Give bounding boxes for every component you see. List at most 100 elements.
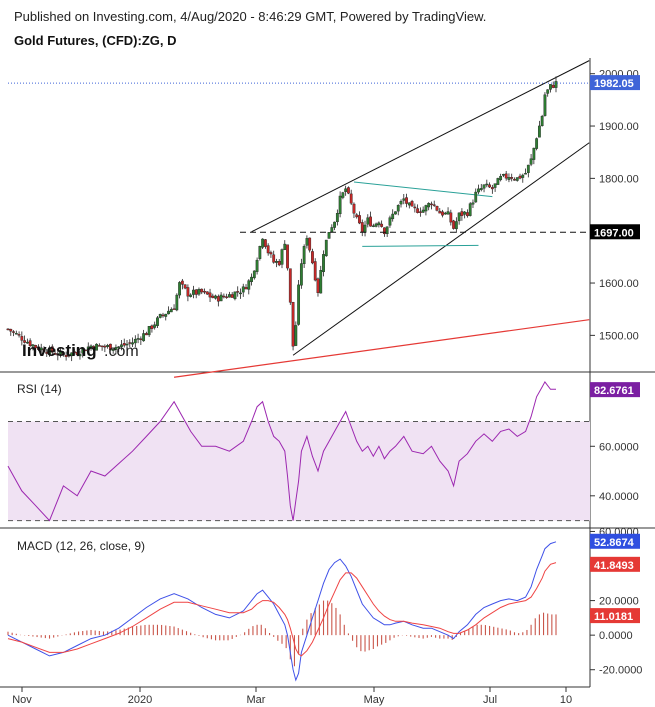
candle-body <box>546 89 550 94</box>
logo-suffix: .com <box>104 343 139 360</box>
candle-body <box>537 125 541 138</box>
candle-body <box>144 333 148 336</box>
candle-body <box>394 211 397 215</box>
candle-body <box>247 280 251 290</box>
x-tick-label: Mar <box>247 694 266 706</box>
candle-body <box>89 345 93 349</box>
candle-body <box>111 348 115 351</box>
candle-body <box>311 251 314 264</box>
candle-body <box>211 295 215 299</box>
candle-body <box>183 284 187 289</box>
candle-body <box>294 325 298 346</box>
candle-body <box>391 213 395 220</box>
candle-body <box>192 289 195 295</box>
x-tick-label: Jul <box>483 694 497 706</box>
last-price-badge-bg <box>590 75 640 91</box>
candle-body <box>172 308 176 310</box>
candle-body <box>352 203 356 214</box>
candle-body <box>474 191 478 203</box>
candle-body <box>230 294 234 298</box>
y-tick-label: 0.0000 <box>599 630 633 642</box>
candle-body <box>407 202 411 206</box>
candle-body <box>399 201 403 205</box>
candle-body <box>430 203 433 206</box>
candle-body <box>499 176 503 181</box>
candle-body <box>228 294 231 298</box>
y-tick-label: 1800.00 <box>599 173 639 185</box>
candle-body <box>438 210 442 214</box>
candle-body <box>156 317 159 326</box>
candle-body <box>490 187 494 190</box>
candle-body <box>225 296 229 298</box>
candle-body <box>136 338 140 340</box>
candle-body <box>521 174 525 178</box>
candle-body <box>147 326 151 336</box>
candle-body <box>479 188 483 191</box>
candle-body <box>369 216 372 227</box>
candle-body <box>12 331 15 333</box>
y-tick-label: 1900.00 <box>599 121 639 133</box>
candle-body <box>502 173 505 176</box>
candle-body <box>125 343 129 346</box>
candle-body <box>291 301 295 347</box>
candle-body <box>244 287 248 290</box>
trendline-lower-channel <box>292 142 590 356</box>
candle-body <box>280 249 284 265</box>
candle-body <box>92 346 96 350</box>
macd-title: MACD (12, 26, close, 9) <box>17 539 145 553</box>
candle-body <box>540 115 544 127</box>
candle-body <box>454 221 458 230</box>
rsi-series-line <box>7 380 556 522</box>
candle-body <box>308 237 312 251</box>
candle-body <box>355 214 359 218</box>
published-note: Published on Investing.com, 4/Aug/2020 -… <box>14 9 487 24</box>
candle-body <box>432 204 436 206</box>
x-tick-label: 2020 <box>128 694 152 706</box>
candle-body <box>299 263 303 286</box>
candle-body <box>452 220 455 229</box>
candle-body <box>205 291 209 295</box>
candle-body <box>549 84 552 90</box>
candle-body <box>216 296 220 302</box>
candle-body <box>513 179 516 181</box>
x-axis: Nov 2020 Mar May Jul 10 <box>12 687 572 706</box>
candle-body <box>17 334 21 336</box>
candle-body <box>463 211 467 215</box>
candle-body <box>385 226 389 235</box>
candle-body <box>48 347 51 355</box>
candle-body <box>266 245 270 254</box>
candle-body <box>142 333 146 342</box>
candle-body <box>327 232 331 239</box>
y-tick-label: 20.0000 <box>599 596 639 608</box>
candle-body <box>164 313 168 317</box>
candle-body <box>128 342 132 344</box>
candle-body <box>39 347 43 351</box>
chart-title: Gold Futures, (CFD):ZG, D <box>14 33 177 48</box>
candle-body <box>109 343 112 351</box>
candle-body <box>333 221 336 228</box>
candle-body <box>23 340 27 343</box>
candle-body <box>133 338 137 344</box>
candle-body <box>169 309 173 313</box>
candle-body <box>106 345 110 347</box>
candle-body <box>6 328 10 331</box>
candle-body <box>535 138 539 149</box>
candle-body <box>377 222 381 226</box>
candle-body <box>413 206 417 209</box>
candle-body <box>435 205 439 211</box>
candle-body <box>197 289 201 295</box>
candle-body <box>114 347 118 350</box>
candle-body <box>208 292 212 298</box>
candle-body <box>20 336 24 341</box>
candle-body <box>250 276 253 283</box>
candle-body <box>81 348 85 354</box>
candle-body <box>532 147 536 160</box>
candle-body <box>313 261 317 281</box>
candle-body <box>543 94 547 116</box>
candle-body <box>61 352 65 356</box>
candle-body <box>153 324 157 328</box>
candle-body <box>471 202 475 205</box>
candle-body <box>139 338 143 341</box>
candle-body <box>518 175 522 179</box>
candle-body <box>515 177 519 181</box>
